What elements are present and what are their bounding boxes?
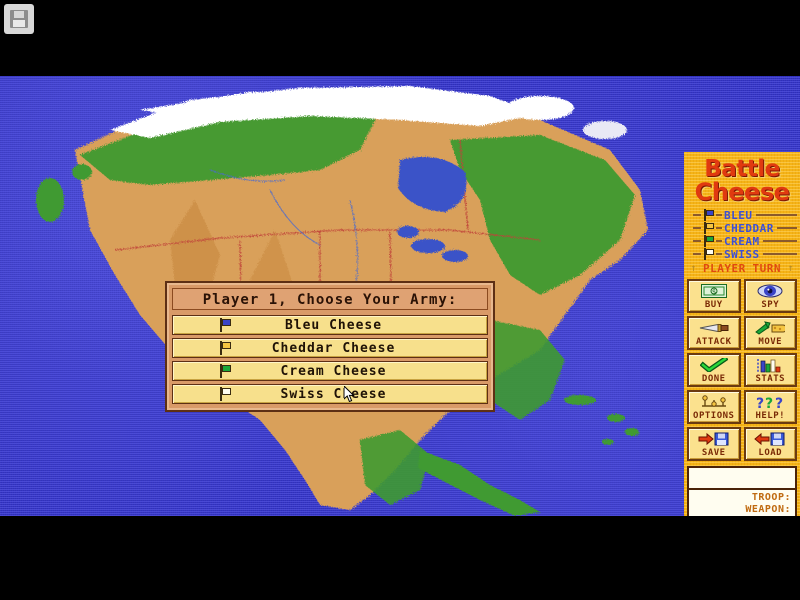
army-option-label: Bleu Cheese <box>284 317 383 333</box>
legend-label: CHEDDAR <box>724 221 774 235</box>
arrow-right-floppy-icon <box>698 430 730 448</box>
north-america-map <box>36 86 648 516</box>
player-legend: BLEU CHEDDAR <box>687 209 797 261</box>
knife-icon <box>699 319 729 337</box>
load-label: LOAD <box>758 448 783 459</box>
legend-label: BLEU <box>724 208 753 222</box>
army-option-cheddar[interactable]: Cheddar Cheese <box>172 338 488 358</box>
attack-label: ATTACK <box>695 337 732 348</box>
legend-item-swiss[interactable]: SWISS <box>687 248 797 261</box>
help-button[interactable]: ? ? ? HELP! <box>743 389 797 424</box>
move-label: MOVE <box>758 337 783 348</box>
army-option-swiss[interactable]: Swiss Cheese <box>172 384 488 404</box>
buy-button[interactable]: $ BUY <box>687 278 741 313</box>
legend-item-cheddar[interactable]: CHEDDAR <box>687 222 797 235</box>
game-canvas[interactable]: Player 1, Choose Your Army: Bleu Cheese … <box>0 76 800 516</box>
army-option-bleu[interactable]: Bleu Cheese <box>172 315 488 335</box>
logo-line-1: Battle <box>704 156 780 182</box>
attack-button[interactable]: ATTACK <box>687 315 741 350</box>
checkmark-icon <box>699 356 728 374</box>
legend-label: CREAM <box>724 234 760 248</box>
area-status-panel: TROOP: WEAPON: RECON: MORALE: <box>687 465 797 516</box>
player-label: PLAYER <box>703 261 746 275</box>
game-logo: Battle Cheese <box>687 156 797 206</box>
arrow-up-icon: ↑ <box>787 262 794 274</box>
done-label: DONE <box>701 374 726 385</box>
arrow-left-floppy-icon <box>754 430 786 448</box>
choose-army-dialog: Player 1, Choose Your Army: Bleu Cheese … <box>165 281 495 412</box>
spy-label: SPY <box>761 300 780 311</box>
army-option-label: Swiss Cheese <box>280 386 387 402</box>
area-status-rows: TROOP: WEAPON: RECON: MORALE: <box>689 490 795 516</box>
army-option-list: Bleu Cheese Cheddar Cheese Cream Cheese <box>172 315 488 404</box>
flag-icon <box>702 248 714 261</box>
svg-text:?: ? <box>765 396 773 410</box>
turn-label: TURN <box>752 261 781 275</box>
legend-item-bleu[interactable]: BLEU <box>687 209 797 222</box>
logo-line-2: Cheese <box>694 177 790 206</box>
flag-icon <box>218 364 232 378</box>
game-sidebar: Battle Cheese BLEU <box>684 152 800 516</box>
buy-label: BUY <box>704 300 723 311</box>
bar-chart-icon <box>756 356 784 374</box>
save-button[interactable]: SAVE <box>687 426 741 461</box>
options-label: OPTIONS <box>693 411 735 422</box>
flag-icon <box>702 222 714 235</box>
arrow-cheese-icon <box>755 319 786 337</box>
flag-icon <box>702 209 714 222</box>
spy-button[interactable]: SPY <box>743 278 797 313</box>
flag-icon <box>218 387 232 401</box>
question-marks-icon: ? ? ? <box>754 393 786 411</box>
flag-icon <box>702 235 714 248</box>
eye-icon <box>757 282 783 300</box>
help-label: HELP! <box>755 411 786 422</box>
action-button-grid: $ BUY SPY <box>687 278 797 461</box>
svg-text:?: ? <box>756 396 764 410</box>
player-turn-row: ↑ PLAYER TURN ↑ <box>687 262 797 275</box>
legend-label: SWISS <box>724 247 760 261</box>
arrow-up-icon: ↑ <box>690 262 697 274</box>
done-button[interactable]: DONE <box>687 352 741 387</box>
flag-icon <box>218 318 232 332</box>
dialog-title: Player 1, Choose Your Army: <box>172 288 488 310</box>
move-button[interactable]: MOVE <box>743 315 797 350</box>
troop-label: TROOP: <box>751 491 791 503</box>
area-name-field <box>689 468 795 490</box>
weapon-label: WEAPON: <box>745 503 791 515</box>
options-button[interactable]: OPTIONS <box>687 389 741 424</box>
save-label: SAVE <box>701 448 726 459</box>
svg-text:?: ? <box>775 396 783 410</box>
save-toolbar-button[interactable] <box>4 4 34 34</box>
legend-item-cream[interactable]: CREAM <box>687 235 797 248</box>
sliders-icon <box>699 393 729 411</box>
stats-label: STATS <box>755 374 786 385</box>
stats-button[interactable]: STATS <box>743 352 797 387</box>
army-option-label: Cream Cheese <box>280 363 387 379</box>
load-button[interactable]: LOAD <box>743 426 797 461</box>
army-option-cream[interactable]: Cream Cheese <box>172 361 488 381</box>
floppy-disk-icon <box>10 10 28 28</box>
money-icon: $ <box>700 282 727 300</box>
svg-text:$: $ <box>712 288 716 296</box>
army-option-label: Cheddar Cheese <box>271 340 396 356</box>
flag-icon <box>218 341 232 355</box>
